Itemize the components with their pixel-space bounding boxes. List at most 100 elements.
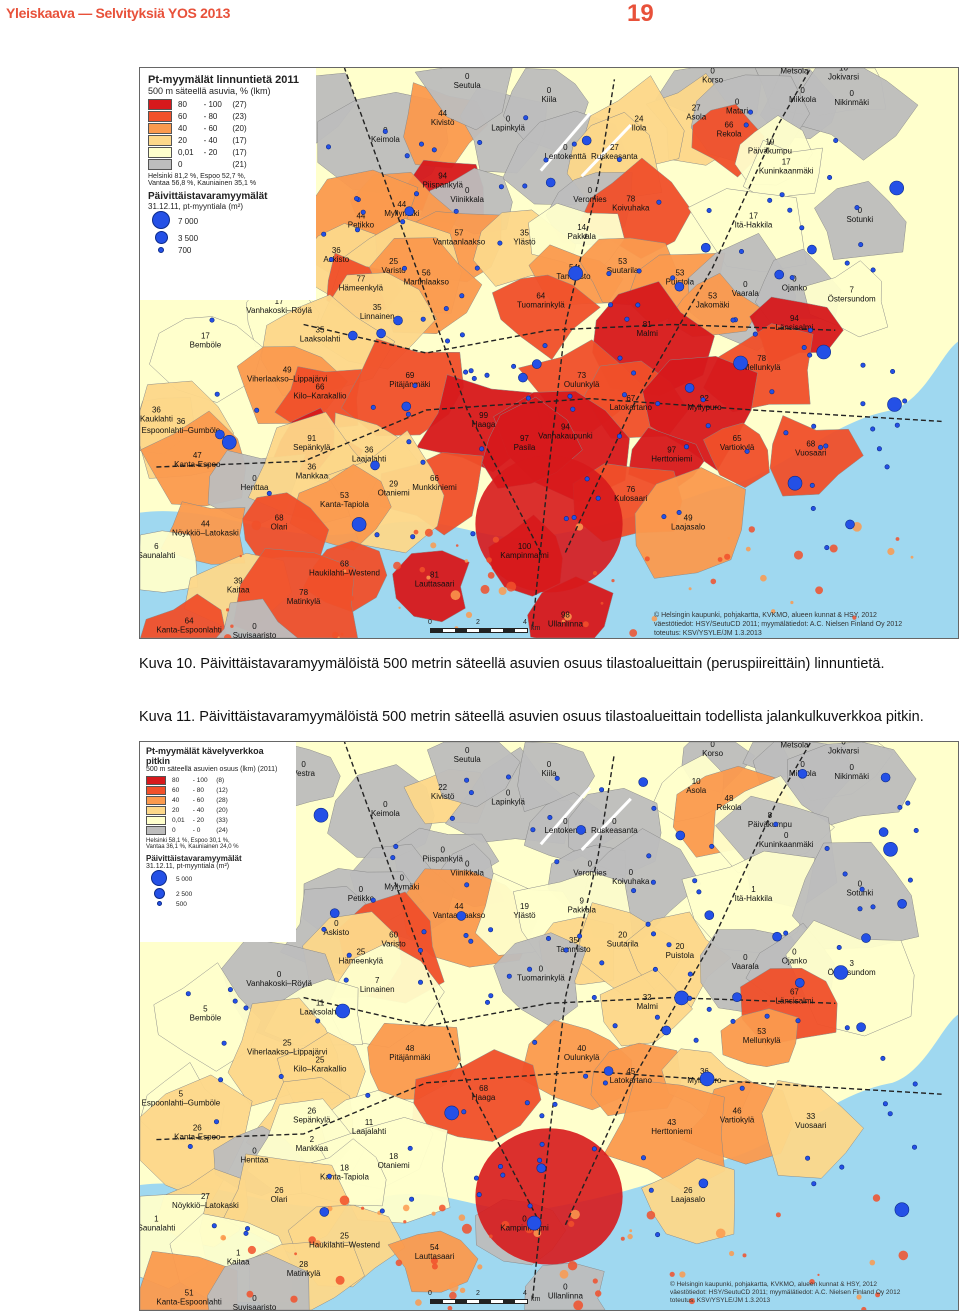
district-name-label: Espoonlahti–Gumböle <box>142 1099 221 1108</box>
page-number: 19 <box>627 0 654 27</box>
district-value-label: 0 <box>400 874 405 883</box>
legend-class-row: 80 - 100 (8) <box>146 775 290 785</box>
store-symbol <box>418 141 424 147</box>
district-name-label: Kauklahti <box>140 414 173 423</box>
district-value-label: 28 <box>299 1260 308 1269</box>
legend-class-from: 40 <box>178 123 187 133</box>
district-name-label: Oulunkylä <box>564 380 600 389</box>
district-value-label: 0 <box>465 746 470 755</box>
legend-size-row: 5 000 <box>146 870 290 888</box>
legend-class-from: 60 <box>178 111 187 121</box>
store-symbol <box>599 960 605 966</box>
island <box>727 537 731 540</box>
district-value-label: 76 <box>626 485 635 494</box>
district-value-label: 26 <box>307 1107 316 1116</box>
district-name-label: Malmi <box>637 1002 659 1011</box>
store-symbol <box>799 225 805 231</box>
legend-size-row: 700 <box>148 246 308 255</box>
district-area <box>634 467 746 579</box>
district-area <box>769 415 864 497</box>
store-symbol <box>554 775 560 781</box>
store-symbol <box>858 242 864 248</box>
island <box>413 529 419 535</box>
district-name-label: Espoonlahti–Gumböle <box>142 426 221 435</box>
district-name-label: Matari <box>726 107 748 116</box>
store-symbol <box>464 882 470 888</box>
store-symbol <box>870 426 876 432</box>
district-value-label: 53 <box>757 1027 766 1036</box>
district-value-label: 47 <box>193 451 202 460</box>
district-name-label: Seutula <box>454 755 482 764</box>
store-symbol <box>404 206 415 216</box>
store-symbol <box>539 1113 545 1119</box>
store-symbol <box>211 1223 217 1229</box>
legend-size-row: 7 000 <box>148 211 308 231</box>
district-value-label: 27 <box>610 143 619 152</box>
district-name-label: Bemböle <box>190 1013 222 1022</box>
district-name-label: Lauttasaari <box>415 1252 455 1261</box>
legend-class-to: - 80 <box>192 786 204 794</box>
district-name-label: Linnainen <box>360 312 395 321</box>
legend-class-to: - 100 <box>203 99 222 109</box>
district-value-label: 5 <box>203 1004 208 1013</box>
island <box>246 1290 254 1298</box>
store-symbol <box>674 281 685 292</box>
district-area <box>207 1252 310 1310</box>
map-1-scale-bar: 0 2 4 km <box>428 619 550 635</box>
district-value-label: 0 <box>547 760 552 769</box>
scale-mid: 2 <box>476 1290 480 1297</box>
store-symbol <box>824 545 830 551</box>
legend-symbol-title: Päivittäistavaramyymälät <box>146 854 242 863</box>
district-value-label: 40 <box>577 1044 586 1053</box>
map-linnuntie: Vestra0Keimola0Kivistö44Lapinkylä0Seutul… <box>139 67 959 639</box>
district-name-label: Sepänkylä <box>293 1116 331 1125</box>
legend-class-count: (8) <box>216 776 225 784</box>
store-symbol <box>789 275 795 281</box>
district-name-label: Veromies <box>573 869 606 878</box>
island <box>430 542 437 549</box>
store-symbol <box>591 995 597 1001</box>
district-value-label: 25 <box>283 1038 292 1047</box>
district-name-label: Haaga <box>472 420 496 429</box>
district-name-label: Ojanko <box>782 957 808 966</box>
store-symbol <box>459 293 465 299</box>
legend-subtitle: 500 m säteellä asuvien osuus (lkm) (2011… <box>146 766 278 773</box>
store-symbol <box>329 908 340 918</box>
legend-class-from: 0 <box>172 826 176 834</box>
store-symbol <box>730 1018 736 1024</box>
legend-swatch <box>146 805 166 815</box>
store-symbol <box>221 1040 227 1046</box>
island <box>290 1295 298 1303</box>
island <box>230 624 234 628</box>
store-symbol <box>374 532 380 538</box>
district-name-label: Sepänkylä <box>293 443 331 452</box>
district-name-label: Kanta-Tapiola <box>320 500 369 509</box>
legend-swatch <box>148 122 172 134</box>
island <box>294 1252 297 1256</box>
district-value-label: 0 <box>743 953 748 962</box>
island <box>852 615 857 620</box>
store-symbol <box>539 1141 545 1147</box>
district-name-label: Kanta-Espoonlahti <box>156 1297 222 1306</box>
store-symbol <box>696 889 702 895</box>
store-symbol <box>444 338 450 344</box>
district-value-label: 0 <box>563 1283 568 1292</box>
district-name-label: Ullanlinna <box>548 1292 584 1301</box>
store-symbol <box>704 910 715 920</box>
store-symbol <box>880 1055 886 1061</box>
store-symbol <box>894 422 900 428</box>
district-value-label: 48 <box>405 1044 414 1053</box>
district-name-label: Päiväkumpu <box>748 820 792 829</box>
store-symbol <box>833 138 839 144</box>
district-name-label: Kanta-Espoo <box>174 1133 221 1142</box>
store-symbol <box>563 516 569 522</box>
road-line <box>531 753 616 1299</box>
legend-class-to: - 100 <box>192 776 208 784</box>
district-value-label: 44 <box>356 212 365 221</box>
store-symbol <box>584 476 590 482</box>
store-symbol <box>772 931 782 942</box>
district-value-label: 0 <box>252 474 257 483</box>
district-name-label: Bemböle <box>190 340 222 349</box>
district-value-label: 65 <box>733 434 742 443</box>
store-symbol <box>738 249 744 255</box>
